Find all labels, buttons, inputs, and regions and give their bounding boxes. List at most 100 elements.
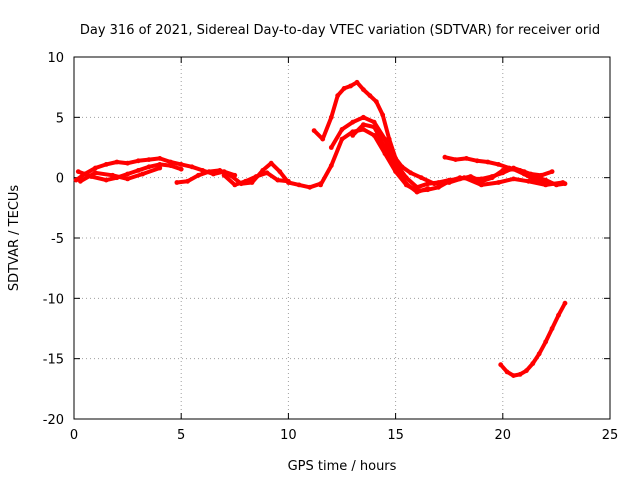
data-point <box>532 177 538 183</box>
data-point <box>511 176 516 182</box>
data-point <box>479 178 484 184</box>
data-point <box>408 170 413 176</box>
data-point <box>157 162 163 167</box>
data-point <box>232 182 238 188</box>
data-point <box>479 182 484 188</box>
data-point <box>328 145 334 150</box>
data-point <box>268 160 274 166</box>
data-point <box>196 172 201 178</box>
x-tick-label: 10 <box>280 428 297 443</box>
data-point <box>382 136 388 142</box>
data-point <box>78 178 83 184</box>
data-point <box>554 182 559 188</box>
series-line-track-9 <box>350 122 430 195</box>
data-point <box>114 159 120 165</box>
data-point <box>418 175 424 181</box>
data-point <box>549 169 555 175</box>
data-point <box>157 165 163 171</box>
data-point <box>536 351 542 357</box>
data-point <box>373 99 379 104</box>
axis-ticks: 0 5 10 15 20 25 -20 -15 -10 -5 0 5 10 <box>43 51 619 443</box>
data-point <box>228 172 233 178</box>
data-point <box>485 159 491 165</box>
data-point <box>174 180 180 185</box>
x-tick-label: 25 <box>602 428 619 443</box>
x-tick-label: 20 <box>495 428 512 443</box>
data-point <box>496 162 501 167</box>
data-point <box>474 158 480 164</box>
y-tick-label: -5 <box>51 232 64 247</box>
data-point <box>371 119 377 125</box>
x-tick-label: 15 <box>387 428 404 443</box>
data-point <box>361 87 366 92</box>
data-point <box>511 373 516 378</box>
data-point <box>125 176 130 182</box>
data-point <box>371 133 377 138</box>
data-point <box>339 136 345 142</box>
data-point <box>457 176 463 182</box>
data-point <box>249 180 255 185</box>
data-point <box>103 162 109 167</box>
data-point <box>414 189 420 195</box>
data-point <box>500 168 506 173</box>
data-point <box>517 372 523 377</box>
data-point <box>328 114 334 120</box>
y-tick-label: -10 <box>43 292 64 307</box>
data-point <box>562 300 568 306</box>
data-point <box>367 93 373 98</box>
data-point <box>146 157 152 163</box>
x-tick-label: 0 <box>70 428 78 443</box>
data-point <box>189 164 195 170</box>
data-point <box>275 177 281 183</box>
data-point <box>524 368 529 374</box>
data-point <box>178 162 184 167</box>
data-point <box>135 158 141 164</box>
x-tick-label: 5 <box>177 428 185 443</box>
data-point <box>350 119 356 125</box>
data-point <box>371 124 377 130</box>
data-point <box>253 174 259 179</box>
data-point <box>341 86 347 91</box>
data-point <box>178 166 184 172</box>
chart-title: Day 316 of 2021, Sidereal Day-to-day VTE… <box>80 23 600 38</box>
y-tick-label: 10 <box>47 51 64 66</box>
y-axis-label: SDTVAR / TECUs <box>7 185 22 292</box>
data-point <box>436 180 441 185</box>
data-point <box>380 112 386 118</box>
data-point <box>243 178 248 184</box>
data-point <box>526 178 531 184</box>
data-point <box>348 83 353 89</box>
data-point <box>517 168 523 173</box>
data-point <box>135 168 141 173</box>
data-point <box>556 312 561 318</box>
data-point <box>539 172 544 178</box>
data-point <box>140 171 146 177</box>
data-point <box>504 369 510 375</box>
data-point <box>382 145 388 150</box>
data-point <box>93 170 98 176</box>
data-point <box>361 114 366 120</box>
data-point <box>354 79 360 85</box>
data-point <box>468 174 473 179</box>
data-point <box>446 177 452 183</box>
y-tick-label: 5 <box>56 111 64 126</box>
data-point <box>414 184 420 190</box>
data-point <box>206 169 212 175</box>
data-point <box>489 175 495 181</box>
data-point <box>75 169 81 175</box>
y-tick-label: -20 <box>43 413 64 428</box>
data-point <box>530 361 536 366</box>
data-point <box>464 156 469 161</box>
data-point <box>307 184 313 190</box>
data-point <box>277 169 283 175</box>
grid <box>74 57 610 419</box>
data-point <box>543 180 549 185</box>
data-point <box>403 181 409 187</box>
series-group <box>73 79 568 378</box>
data-point <box>543 339 549 345</box>
data-point <box>328 163 334 169</box>
data-point <box>335 93 341 98</box>
data-point <box>506 165 512 171</box>
data-point <box>168 159 173 165</box>
